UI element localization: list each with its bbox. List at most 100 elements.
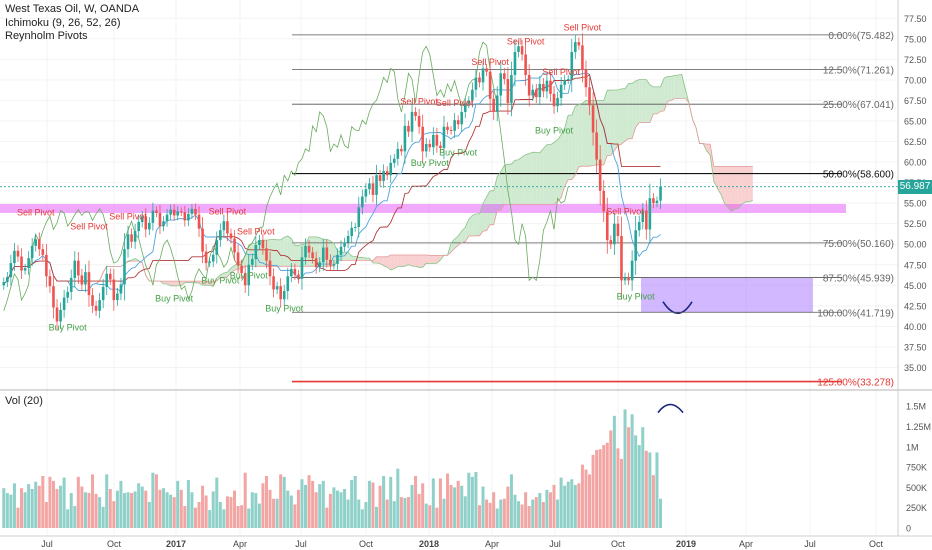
candle-body [112, 279, 116, 301]
volume-bar [509, 474, 513, 528]
candle-body [261, 240, 265, 249]
volume-bar [236, 506, 240, 528]
candle-body [275, 286, 279, 290]
time-tick-label: Oct [107, 539, 122, 549]
candle-body [297, 274, 300, 279]
candle-body [396, 148, 400, 159]
cloud-segment [461, 227, 466, 243]
cloud-segment [305, 236, 310, 267]
cloud-segment [309, 236, 313, 267]
price-tick-label: 37.50 [904, 342, 927, 352]
volume-bar [162, 488, 166, 528]
candle-body [187, 213, 190, 221]
candle-body [45, 254, 48, 277]
volume-bar [438, 478, 442, 528]
cloud-segment [706, 144, 711, 156]
candle-body [559, 84, 563, 98]
candle-body [194, 208, 197, 215]
volume-bar [389, 476, 393, 528]
volume-bar [20, 488, 24, 528]
candle-body [407, 125, 410, 132]
volume-bar [240, 505, 244, 528]
volume-bar [399, 497, 403, 528]
volume-bar [229, 497, 233, 528]
volume-bar [34, 481, 38, 528]
candle-body [350, 227, 353, 236]
candle-body [602, 190, 606, 212]
volume-bar [176, 480, 180, 528]
candle-body [641, 210, 645, 223]
fib-label: 0.00%(75.482) [828, 31, 894, 42]
cloud-segment [717, 166, 721, 195]
volume-bar [499, 499, 503, 528]
volume-bars [2, 409, 663, 528]
volume-bar [73, 506, 77, 528]
candle-body [382, 171, 385, 181]
volume-bar [94, 493, 98, 528]
volume-bar [332, 487, 336, 528]
volume-bar [208, 510, 212, 528]
cloud-segment [167, 281, 171, 286]
cloud-segment [646, 79, 650, 123]
volume-bar [357, 499, 361, 528]
volume-bar [296, 489, 300, 528]
cloud-segment [387, 255, 391, 270]
candle-body [37, 239, 41, 250]
candle-body [226, 221, 229, 234]
pivot-label: Sell Pivot [564, 23, 602, 33]
candle-body [272, 276, 275, 290]
candle-body [137, 222, 140, 232]
volume-bar [140, 486, 144, 528]
candle-body [375, 175, 378, 195]
candle-body [155, 210, 158, 213]
candle-body [250, 259, 254, 265]
volume-bar [520, 504, 524, 528]
volume-bar [108, 489, 112, 528]
cloud-segment [742, 166, 746, 205]
pivot-label: Buy Pivot [265, 304, 304, 314]
cloud-segment [568, 115, 572, 180]
cloud-segment [525, 153, 530, 205]
cloud-segment [582, 100, 586, 167]
candle-body [449, 130, 453, 132]
volume-bar [492, 492, 496, 528]
volume-bar [548, 492, 552, 528]
cloud-segment [472, 213, 476, 237]
candle-body [389, 162, 393, 176]
candle-body [471, 89, 474, 101]
candle-body [236, 252, 240, 266]
cloud-segment [617, 88, 622, 146]
cloud-segment [529, 152, 533, 205]
candle-body [55, 307, 59, 322]
volume-bar [225, 496, 229, 528]
cloud-segment [749, 166, 753, 202]
candle-body [41, 249, 45, 255]
volume-bar [623, 409, 627, 528]
candle-body [570, 51, 574, 80]
volume-bar [87, 493, 91, 528]
volume-bar [428, 505, 432, 528]
cloud-segment [561, 128, 565, 198]
candle-body [439, 145, 442, 149]
cloud-segment [671, 75, 675, 101]
volume-bar [421, 483, 425, 528]
cloud-segment [639, 79, 643, 123]
time-tick-label: Jul [41, 539, 53, 549]
volume-bar [165, 492, 169, 528]
candle-body [30, 245, 34, 259]
candle-body [172, 209, 176, 216]
candle-body [353, 226, 357, 228]
pivots-legend: Reynholm Pivots [5, 30, 88, 42]
candle-body [140, 216, 144, 223]
candle-body [623, 277, 627, 281]
candle-body [463, 103, 467, 112]
volume-bar [414, 476, 418, 528]
candle-body [361, 196, 364, 208]
volume-bar [463, 496, 467, 528]
low-arc [662, 301, 693, 315]
volume-bar [648, 452, 652, 528]
candle-body [556, 97, 559, 107]
pivot-label: Sell Pivot [400, 97, 438, 107]
candle-body [371, 183, 375, 195]
